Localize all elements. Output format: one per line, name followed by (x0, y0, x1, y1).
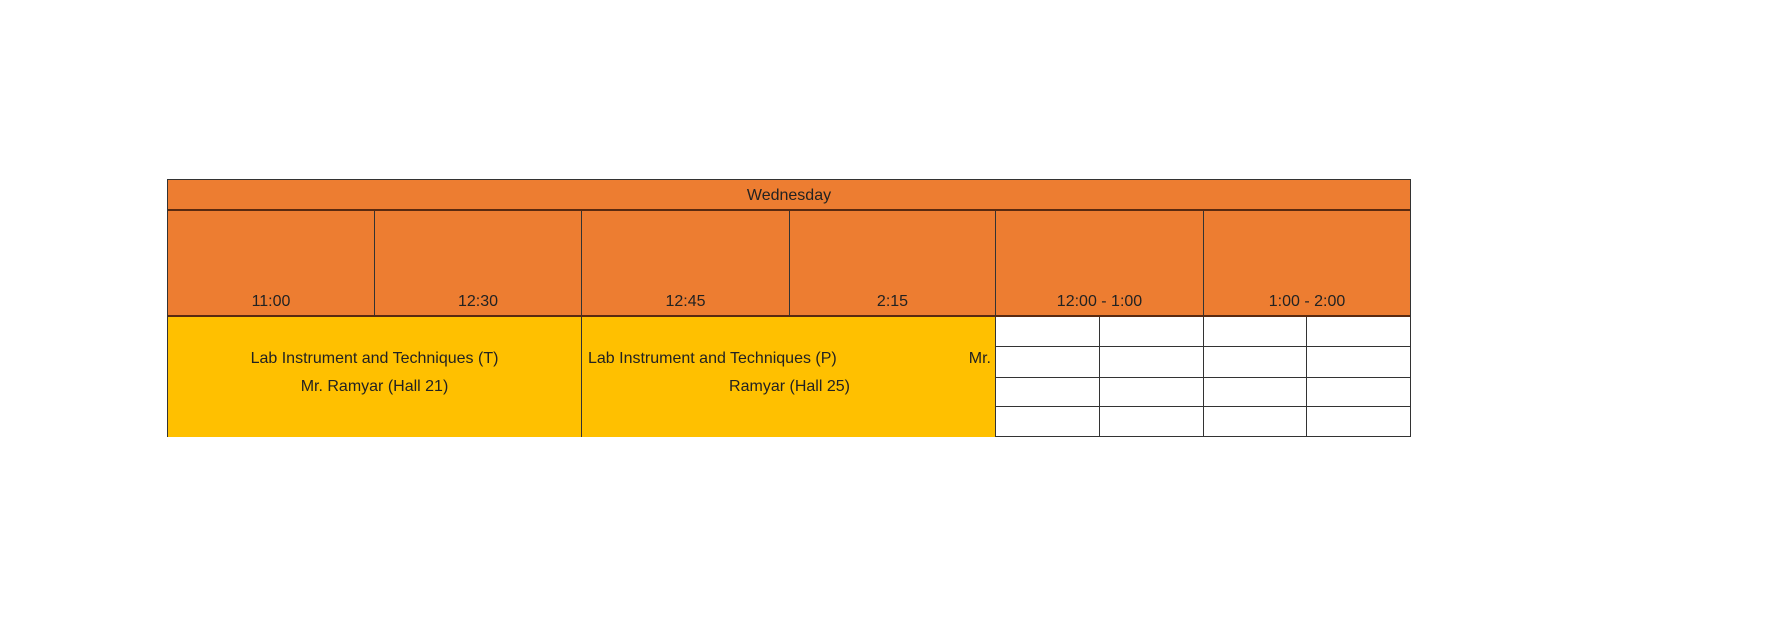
empty-cell (1100, 378, 1204, 407)
empty-cell (1204, 407, 1307, 436)
course-cell: Lab Instrument and Techniques (T) Mr. Ra… (168, 317, 582, 437)
time-slot: 2:15 (790, 211, 996, 317)
empty-cell (996, 378, 1100, 407)
empty-cell (996, 317, 1100, 347)
empty-cell (1307, 407, 1410, 436)
course-instructor: Ramyar (Hall 25) (729, 378, 850, 395)
empty-cell (1100, 317, 1204, 347)
empty-cell (996, 407, 1100, 436)
timetable: Wednesday 11:00 12:30 12:45 2:15 12:00 -… (167, 179, 1411, 437)
course-title: Lab Instrument and Techniques (T) (250, 350, 499, 367)
course-title: Lab Instrument and Techniques (P) (588, 350, 837, 367)
empty-cell (1307, 378, 1410, 407)
day-header: Wednesday (168, 180, 1410, 211)
time-slot: 12:00 - 1:00 (996, 211, 1204, 317)
empty-cell (1204, 347, 1307, 378)
course-instructor: Mr. Ramyar (Hall 21) (300, 378, 449, 395)
empty-cell (1204, 378, 1307, 407)
empty-cell (1204, 317, 1307, 347)
empty-cell (1100, 347, 1204, 378)
time-slot: 11:00 (168, 211, 375, 317)
time-slot: 1:00 - 2:00 (1204, 211, 1410, 317)
empty-cell (996, 347, 1100, 378)
time-slot: 12:30 (375, 211, 582, 317)
time-slot: 12:45 (582, 211, 790, 317)
empty-cell (1307, 317, 1410, 347)
empty-cell (1100, 407, 1204, 436)
course-cell: Lab Instrument and Techniques (P) Mr. Ra… (582, 317, 996, 437)
course-instructor-prefix: Mr. (968, 350, 991, 367)
empty-cell (1307, 347, 1410, 378)
